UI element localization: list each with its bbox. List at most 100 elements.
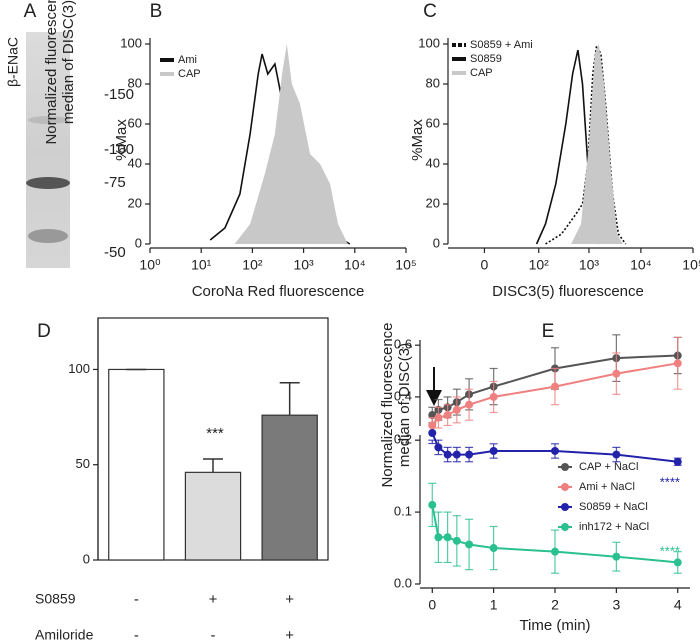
row-mark: + <box>285 627 294 640</box>
y-tick-label: 80 <box>426 75 440 90</box>
x-tick-label: 4 <box>674 597 682 613</box>
point <box>428 421 437 430</box>
point <box>443 533 452 542</box>
point <box>673 359 682 368</box>
y-tick-label: 0 <box>433 235 440 250</box>
x-tick-label: 10² <box>529 257 550 273</box>
point <box>434 443 443 452</box>
y-tick-label: 0 <box>135 235 142 250</box>
legend-marker <box>561 523 569 531</box>
legend-label: CAP <box>470 67 493 79</box>
legend-label: Ami <box>178 54 197 66</box>
legend-marker <box>561 503 569 511</box>
point <box>612 450 621 459</box>
significance: **** <box>660 543 680 558</box>
blot-band <box>28 229 68 243</box>
y-tick-label: 0 <box>83 551 90 566</box>
panel-letter: E <box>542 321 555 342</box>
y-tick-label: 80 <box>128 75 142 90</box>
x-tick-label: 10¹ <box>191 257 212 273</box>
legend-label: Ami + NaCl <box>579 481 635 493</box>
x-axis-label: CoroNa Red fluorescence <box>192 283 365 300</box>
row-mark: - <box>134 591 139 608</box>
bar <box>261 414 318 561</box>
y-tick-label: 0.0 <box>394 575 412 590</box>
point <box>612 552 621 561</box>
point <box>452 405 461 414</box>
blot-label: β-ENaC <box>5 37 21 87</box>
histogram-area <box>234 44 348 244</box>
point <box>673 457 682 466</box>
mw-marker: -50 <box>104 244 126 261</box>
blot-lane <box>26 32 70 268</box>
row-mark: + <box>209 591 218 608</box>
y-axis-label: median of DISC(3) <box>60 0 77 124</box>
legend-label: S0859 <box>470 53 502 65</box>
x-tick-label: 10⁰ <box>139 257 161 273</box>
y-tick-label: 60 <box>128 115 142 130</box>
point <box>465 450 474 459</box>
point <box>428 500 437 509</box>
y-tick-label: 20 <box>426 195 440 210</box>
panel-letter: B <box>150 1 163 22</box>
y-axis-label: %Max <box>113 119 130 161</box>
x-tick-label: 0 <box>481 257 489 273</box>
x-axis-label: DISC3(5) fluorescence <box>492 283 644 300</box>
y-tick-label: 60 <box>426 115 440 130</box>
x-tick-label: 10⁴ <box>344 257 366 273</box>
x-axis-label: Time (min) <box>519 617 590 634</box>
x-tick-label: 3 <box>612 597 620 613</box>
x-tick-label: 10⁴ <box>630 257 652 273</box>
x-tick-label: 10⁵ <box>682 257 700 273</box>
row-mark: + <box>285 591 294 608</box>
legend-marker <box>561 483 569 491</box>
mw-marker: -75 <box>104 174 126 191</box>
point <box>673 558 682 567</box>
legend-marker <box>561 463 569 471</box>
point <box>452 536 461 545</box>
y-tick-label: 0.1 <box>394 504 412 519</box>
x-tick-label: 10⁵ <box>395 257 416 273</box>
blot-band <box>28 116 68 124</box>
panel-letter: D <box>37 321 51 342</box>
point <box>551 547 559 556</box>
y-axis-label: Normalized fluorescence <box>43 0 60 145</box>
row-mark: - <box>134 627 139 640</box>
point <box>434 413 443 422</box>
y-tick-label: 50 <box>76 456 90 471</box>
y-tick-label: 0.2 <box>394 432 412 447</box>
point <box>489 392 498 401</box>
point <box>443 411 452 420</box>
significance: **** <box>660 474 680 489</box>
point <box>452 450 461 459</box>
point <box>551 382 559 391</box>
panel-letter: A <box>24 1 37 22</box>
y-axis-label: Normalized fluorescence <box>379 322 396 487</box>
x-tick-label: 0 <box>428 597 436 613</box>
mw-marker: -100 <box>104 141 134 158</box>
y-tick-label: 0.4 <box>394 388 412 403</box>
bar <box>108 368 165 561</box>
legend-label: S0859 + NaCl <box>579 501 648 513</box>
point <box>489 446 498 455</box>
point <box>612 369 621 378</box>
row-mark: - <box>211 627 216 640</box>
blot-band <box>26 177 70 189</box>
mw-marker: -150 <box>104 86 134 103</box>
x-tick-label: 2 <box>551 597 559 613</box>
x-tick-label: 1 <box>490 597 498 613</box>
point <box>465 400 474 409</box>
point <box>434 533 443 542</box>
point <box>443 450 452 459</box>
row-label: S0859 <box>35 591 76 607</box>
bar <box>184 471 242 561</box>
x-tick-label: 10³ <box>579 257 600 273</box>
y-axis-label: median of DISC(3) <box>396 343 413 467</box>
y-tick-label: 100 <box>68 361 90 376</box>
row-label: Amiloride <box>35 627 94 640</box>
blot-image <box>26 32 70 268</box>
point <box>551 446 559 455</box>
y-tick-label: 40 <box>426 155 440 170</box>
point <box>465 540 474 549</box>
